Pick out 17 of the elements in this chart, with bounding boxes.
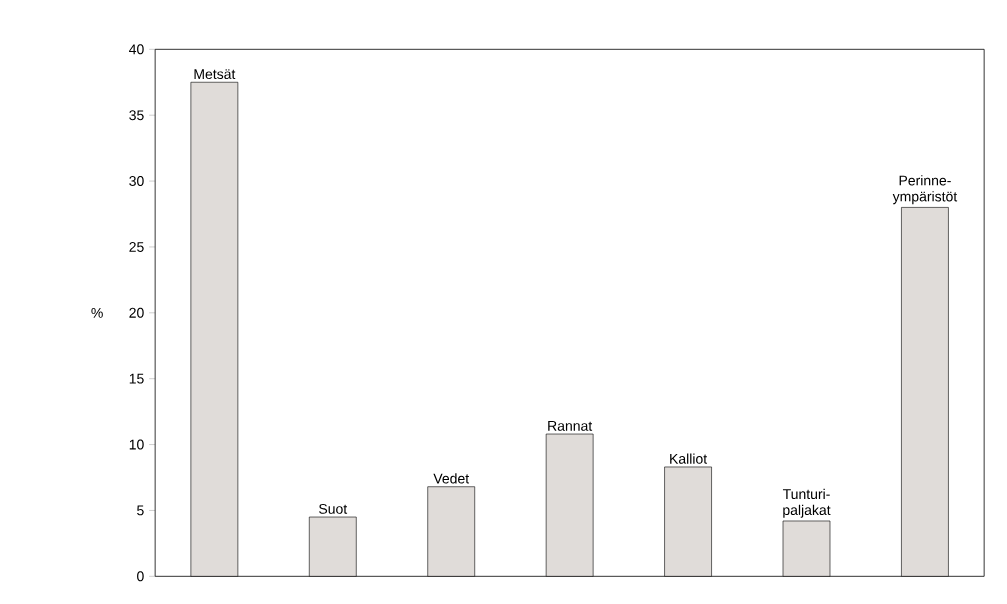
x-tick-label: Metsät bbox=[194, 69, 236, 80]
y-tick-label: 20 bbox=[129, 307, 144, 318]
y-tick-label: 25 bbox=[129, 241, 144, 252]
x-tick-label: Vedet bbox=[433, 473, 470, 484]
x-tick-label: Perinne-ympäristöt bbox=[892, 175, 958, 205]
y-tick-label: 5 bbox=[137, 505, 144, 516]
x-tick-label: Tunturi-paljakat bbox=[782, 488, 831, 518]
x-tick-label: Kalliot bbox=[670, 453, 708, 464]
y-tick-label: 35 bbox=[129, 110, 144, 121]
y-tick-label: 10 bbox=[129, 439, 144, 450]
y-tick-label: 15 bbox=[129, 373, 144, 384]
x-tick-label: Rannat bbox=[548, 421, 593, 431]
y-tick-label: 40 bbox=[129, 44, 144, 55]
y-axis-title: % bbox=[91, 307, 103, 318]
x-tick-label: Suot bbox=[319, 503, 348, 514]
y-tick-label: 0 bbox=[137, 571, 144, 582]
y-tick-label: 30 bbox=[129, 176, 144, 187]
